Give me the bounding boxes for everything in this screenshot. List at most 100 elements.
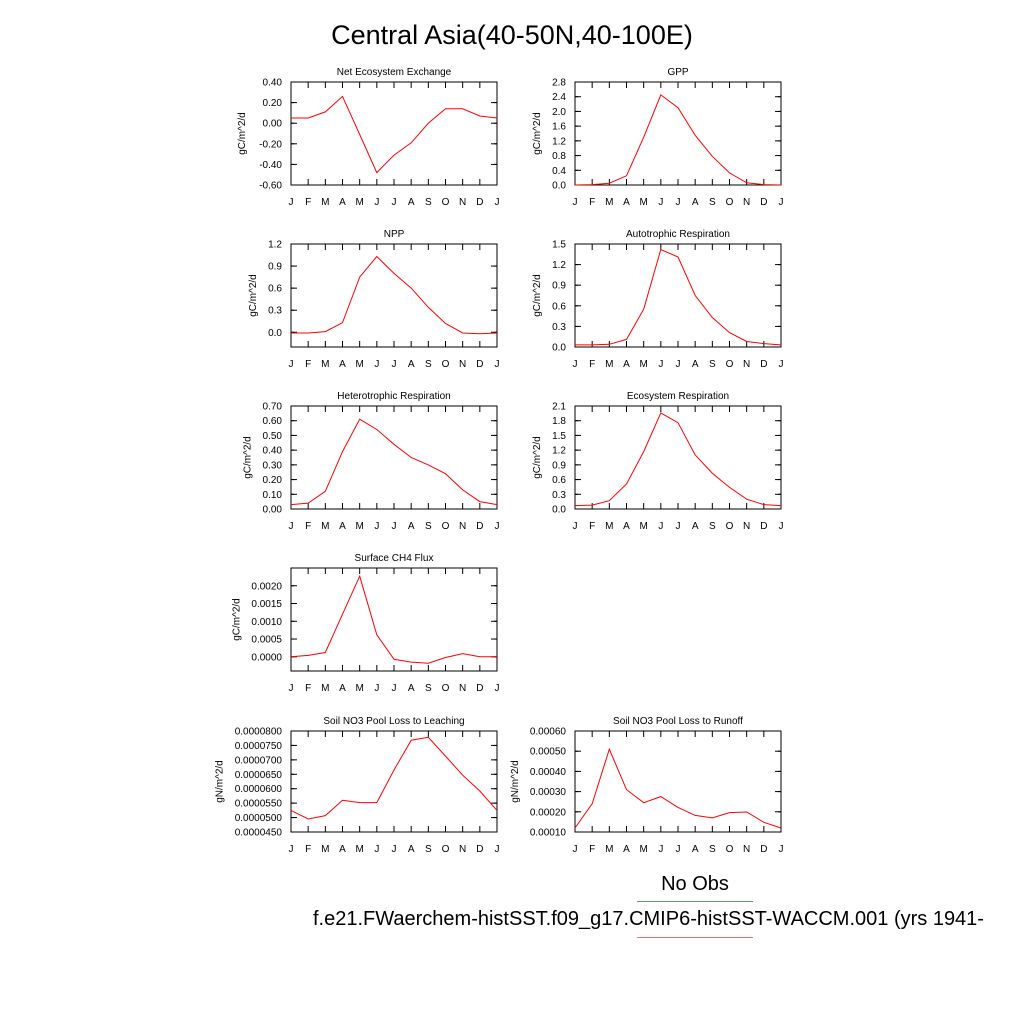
y-tick-label: -0.60 <box>259 181 282 192</box>
y-tick-label: 1.5 <box>552 431 566 442</box>
series-line <box>290 418 498 506</box>
x-tick-label: A <box>339 683 346 694</box>
y-tick-label: 0.0000450 <box>235 828 283 839</box>
y-tick-label: 2.4 <box>552 92 566 103</box>
panel-title: Ecosystem Respiration <box>627 391 729 402</box>
x-tick-label: A <box>408 197 415 208</box>
panel-title: Net Ecosystem Exchange <box>337 67 452 78</box>
x-tick-label: N <box>459 844 466 855</box>
y-tick-label: 0.9 <box>552 281 566 292</box>
x-tick-label: M <box>605 359 613 370</box>
x-tick-label: F <box>305 197 311 208</box>
x-tick-label: J <box>495 359 500 370</box>
x-tick-label: S <box>709 844 716 855</box>
y-tick-label: 0.3 <box>552 322 566 333</box>
y-tick-label: 0.0000700 <box>235 755 283 766</box>
x-tick-label: J <box>495 683 500 694</box>
x-tick-label: M <box>639 359 647 370</box>
x-tick-label: J <box>374 359 379 370</box>
y-tick-label: 0.70 <box>263 402 283 413</box>
y-tick-label: 0.0 <box>268 328 282 339</box>
y-tick-label: 0.4 <box>552 166 566 177</box>
x-tick-label: O <box>442 197 450 208</box>
x-tick-label: N <box>743 521 750 532</box>
x-tick-label: D <box>760 521 767 532</box>
legend-case-label: f.e21.FWaerchem-histSST.f09_g17.CMIP6-hi… <box>313 908 984 930</box>
panel-title: Autotrophic Respiration <box>626 229 730 240</box>
x-tick-label: J <box>374 521 379 532</box>
x-tick-label: D <box>476 197 483 208</box>
x-tick-label: O <box>726 521 734 532</box>
x-tick-label: N <box>459 521 466 532</box>
y-axis-label: gN/m^2/d <box>510 760 521 803</box>
y-tick-label: 0.30 <box>263 460 283 471</box>
x-tick-label: J <box>392 683 397 694</box>
x-tick-label: J <box>676 359 681 370</box>
y-tick-label: 0.00030 <box>530 787 567 798</box>
x-tick-label: M <box>355 844 363 855</box>
x-tick-label: A <box>692 197 699 208</box>
x-tick-label: J <box>573 521 578 532</box>
x-tick-label: A <box>692 521 699 532</box>
x-tick-label: A <box>408 844 415 855</box>
y-tick-label: 0.40 <box>263 446 283 457</box>
x-tick-label: S <box>425 683 432 694</box>
series-line <box>291 95 498 174</box>
y-axis-label: gC/m^2/d <box>532 274 543 317</box>
x-tick-label: M <box>355 197 363 208</box>
x-tick-label: J <box>779 844 784 855</box>
series-line <box>574 412 782 507</box>
x-tick-label: N <box>743 197 750 208</box>
x-tick-label: J <box>573 359 578 370</box>
y-tick-label: 0.00010 <box>530 828 567 839</box>
x-tick-label: O <box>442 359 450 370</box>
x-tick-label: O <box>726 844 734 855</box>
y-axis-label: gN/m^2/d <box>215 760 226 803</box>
x-tick-label: A <box>408 521 415 532</box>
y-tick-label: 2.0 <box>552 107 566 118</box>
x-tick-label: O <box>726 359 734 370</box>
x-tick-label: J <box>289 521 294 532</box>
x-tick-label: A <box>339 197 346 208</box>
x-tick-label: J <box>374 844 379 855</box>
y-tick-label: 1.2 <box>552 446 566 457</box>
x-tick-label: D <box>760 844 767 855</box>
y-tick-label: 1.2 <box>268 240 282 251</box>
x-tick-label: M <box>355 521 363 532</box>
x-tick-label: A <box>623 521 630 532</box>
series-line <box>574 94 782 186</box>
plot-frame <box>574 730 782 833</box>
x-tick-label: F <box>589 359 595 370</box>
y-tick-label: 0.0000500 <box>235 813 283 824</box>
y-tick-label: 2.1 <box>552 402 566 413</box>
y-tick-label: 0.20 <box>263 475 283 486</box>
x-tick-label: S <box>709 521 716 532</box>
x-tick-label: S <box>425 359 432 370</box>
y-tick-label: 0.00 <box>263 119 283 130</box>
y-tick-label: 0.40 <box>263 78 283 89</box>
x-tick-label: M <box>639 844 647 855</box>
x-tick-label: D <box>760 359 767 370</box>
x-tick-label: J <box>392 844 397 855</box>
panel-title: Soil NO3 Pool Loss to Leaching <box>323 716 464 727</box>
y-tick-label: 0.6 <box>552 301 566 312</box>
legend-obs-label: No Obs <box>661 873 729 895</box>
x-tick-label: M <box>639 197 647 208</box>
x-tick-label: J <box>289 359 294 370</box>
x-tick-label: J <box>676 844 681 855</box>
x-tick-label: D <box>760 197 767 208</box>
x-tick-label: M <box>355 683 363 694</box>
x-tick-label: J <box>392 197 397 208</box>
y-tick-label: 0.00060 <box>530 727 567 738</box>
x-tick-label: J <box>289 197 294 208</box>
x-tick-label: S <box>425 197 432 208</box>
y-tick-label: 0.0010 <box>251 617 282 628</box>
y-tick-label: 0.20 <box>263 98 283 109</box>
